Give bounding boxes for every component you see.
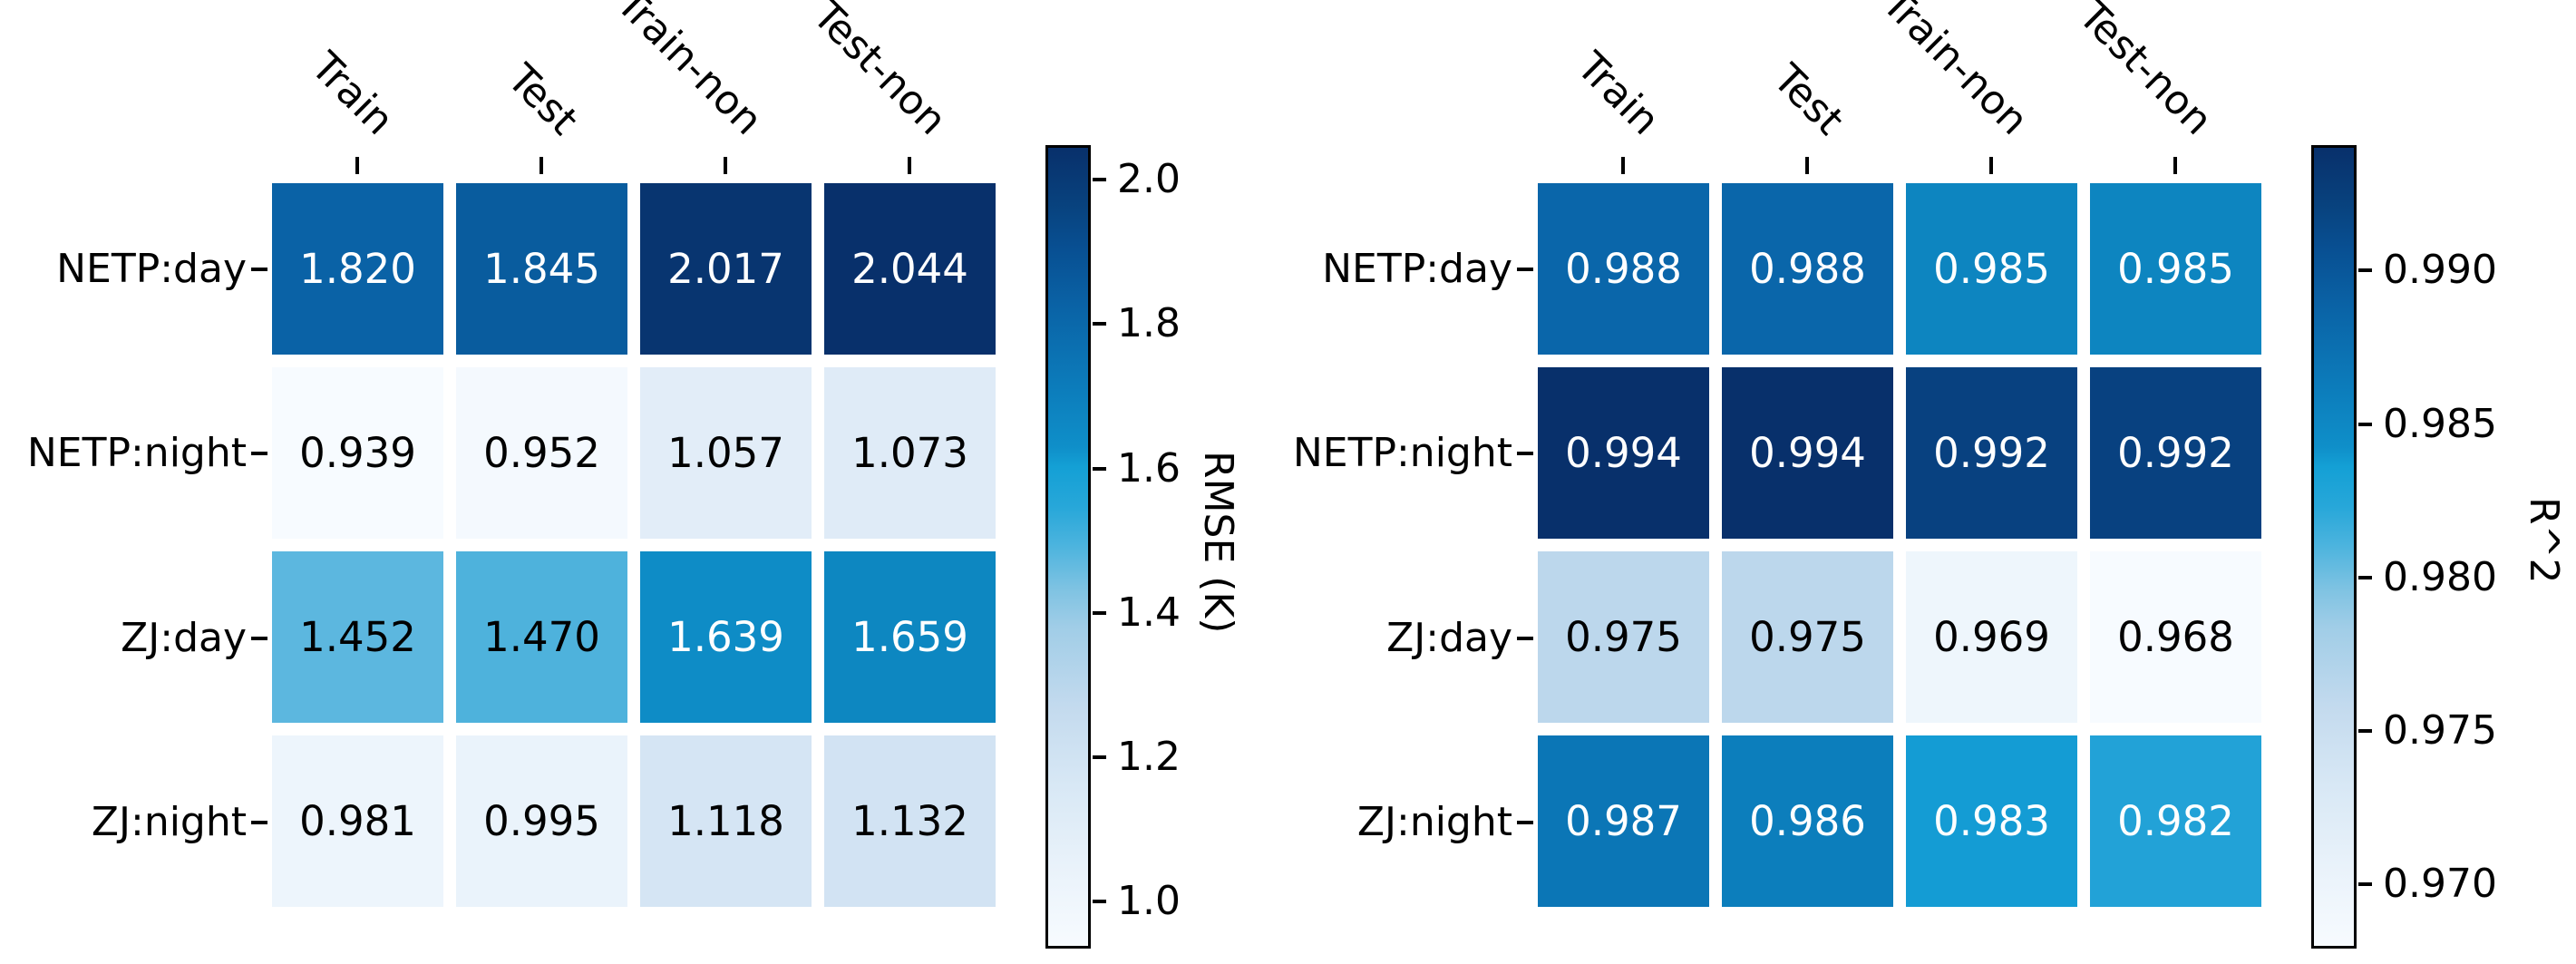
colorbar-tick [1093, 755, 1106, 759]
heatmap-cell: 1.820 [272, 183, 443, 355]
row-label: NETP:day [56, 246, 247, 292]
heatmap-cell: 0.995 [456, 735, 627, 907]
colorbar-axis-label: R^2 [2521, 497, 2567, 584]
colorbar-r2 [2311, 145, 2357, 949]
colorbar-tick-label: 1.4 [1117, 589, 1181, 636]
column-tick [1621, 157, 1625, 174]
colorbar-tick [2358, 576, 2372, 579]
heatmap-cell: 0.988 [1538, 183, 1709, 355]
heatmap-cell: 1.073 [824, 367, 996, 539]
column-tick [724, 157, 727, 174]
column-tick [908, 157, 911, 174]
colorbar-tick [2358, 729, 2372, 733]
row-tick [251, 452, 267, 455]
heatmap-cell: 1.639 [640, 551, 812, 723]
heatmap-cell: 1.845 [456, 183, 627, 355]
row-label: NETP:day [1322, 246, 1512, 292]
heatmap-cell: 0.992 [2090, 367, 2261, 539]
colorbar-tick-label: 1.6 [1117, 445, 1181, 492]
column-label: Train-non [1872, 0, 2037, 144]
colorbar-tick [2358, 882, 2372, 886]
heatmap-cell: 0.983 [1906, 735, 2077, 907]
heatmap-cell: 0.992 [1906, 367, 2077, 539]
colorbar-tick-label: 0.980 [2383, 554, 2497, 600]
colorbar-tick [1093, 611, 1106, 615]
heatmap-cell: 0.985 [1906, 183, 2077, 355]
heatmap-cell: 0.968 [2090, 551, 2261, 723]
heatmap-cell: 0.939 [272, 367, 443, 539]
colorbar-tick-label: 1.2 [1117, 734, 1181, 780]
heatmap-grid-rmse: 1.820 1.845 2.017 2.044 0.939 0.952 1.05… [272, 183, 996, 907]
colorbar-tick [2358, 423, 2372, 426]
heatmap-cell: 1.452 [272, 551, 443, 723]
row-tick [1517, 637, 1533, 640]
heatmap-cell: 0.982 [2090, 735, 2261, 907]
heatmap-grid-r2: 0.988 0.988 0.985 0.985 0.994 0.994 0.99… [1538, 183, 2261, 907]
heatmap-cell: 1.659 [824, 551, 996, 723]
column-label: Test-non [2069, 0, 2221, 144]
heatmap-cell: 1.118 [640, 735, 812, 907]
column-label: Test [499, 55, 588, 144]
column-tick [540, 157, 543, 174]
heatmap-cell: 0.987 [1538, 735, 1709, 907]
row-label: ZJ:night [1356, 799, 1512, 845]
column-tick [355, 157, 359, 174]
heatmap-cell: 0.994 [1722, 367, 1893, 539]
heatmap-cell: 1.132 [824, 735, 996, 907]
row-tick [251, 268, 267, 271]
heatmap-cell: 0.969 [1906, 551, 2077, 723]
colorbar-gradient [2314, 148, 2354, 946]
column-tick [1805, 157, 1809, 174]
colorbar-tick-label: 2.0 [1117, 156, 1181, 202]
colorbar-gradient [1048, 148, 1088, 946]
column-label: Test [1764, 55, 1853, 144]
row-tick [1517, 452, 1533, 455]
row-label: NETP:night [26, 430, 247, 476]
colorbar-rmse [1045, 145, 1091, 949]
heatmap-cell: 0.981 [272, 735, 443, 907]
colorbar-tick [1093, 900, 1106, 903]
heatmap-cell: 1.470 [456, 551, 627, 723]
heatmap-cell: 0.988 [1722, 183, 1893, 355]
column-label: Train [302, 43, 403, 144]
colorbar-tick [1093, 178, 1106, 181]
row-label: ZJ:night [91, 799, 247, 845]
heatmap-cell: 2.044 [824, 183, 996, 355]
column-label: Train [1568, 43, 1669, 144]
heatmap-cell: 0.994 [1538, 367, 1709, 539]
column-tick [2173, 157, 2177, 174]
heatmap-cell: 0.975 [1722, 551, 1893, 723]
row-tick [251, 637, 267, 640]
heatmap-cell: 0.985 [2090, 183, 2261, 355]
colorbar-axis-label: RMSE (K) [1195, 451, 1241, 634]
column-label: Train-non [607, 0, 772, 144]
colorbar-tick [2358, 268, 2372, 272]
colorbar-tick [1093, 322, 1106, 326]
heatmap-cell: 0.986 [1722, 735, 1893, 907]
column-label: Test-non [803, 0, 956, 144]
row-tick [1517, 268, 1533, 271]
colorbar-tick-label: 0.990 [2383, 247, 2497, 293]
colorbar-tick-label: 1.8 [1117, 300, 1181, 346]
heatmap-cell: 1.057 [640, 367, 812, 539]
row-label: ZJ:day [1386, 615, 1512, 661]
heatmap-cell: 2.017 [640, 183, 812, 355]
row-tick [251, 821, 267, 824]
heatmap-cell: 0.975 [1538, 551, 1709, 723]
heatmap-cell: 0.952 [456, 367, 627, 539]
colorbar-tick-label: 0.975 [2383, 707, 2497, 754]
column-tick [1989, 157, 1993, 174]
colorbar-tick [1093, 467, 1106, 471]
colorbar-tick-label: 1.0 [1117, 878, 1181, 924]
row-tick [1517, 821, 1533, 824]
colorbar-tick-label: 0.985 [2383, 401, 2497, 447]
row-label: NETP:night [1292, 430, 1512, 476]
colorbar-tick-label: 0.970 [2383, 861, 2497, 907]
row-label: ZJ:day [121, 615, 247, 661]
